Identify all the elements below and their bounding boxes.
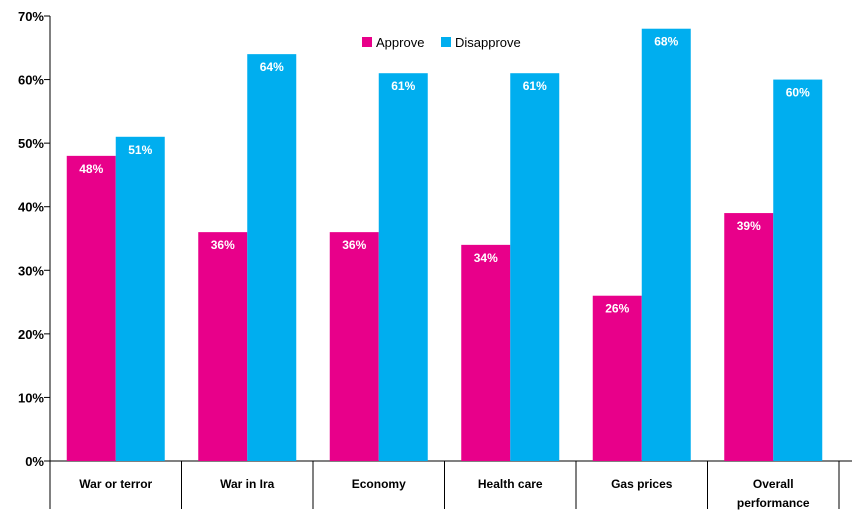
data-label: 61% [523,79,547,93]
legend-item-approve: Approve [362,35,424,50]
data-label: 48% [79,162,103,176]
y-tick-label: 30% [18,263,44,278]
y-tick-label: 40% [18,200,44,215]
bar-disapprove [510,73,560,461]
y-tick-label: 10% [18,390,44,405]
bar-disapprove [773,79,823,462]
data-label: 36% [342,238,366,252]
data-label: 64% [260,60,284,74]
y-tick-label: 50% [18,136,44,151]
x-tick-label: Health care [478,477,543,491]
data-label: 61% [391,79,415,93]
x-tick-label: War or terror [79,477,152,491]
bar-approve [724,213,774,461]
bars [66,28,823,462]
y-tick-label: 0% [25,454,44,469]
bar-approve [461,244,511,461]
legend: Approve Disapprove [362,35,521,50]
bar-disapprove [115,136,165,462]
y-tick-label: 20% [18,327,44,342]
legend-item-disapprove: Disapprove [441,35,521,50]
x-tick-label: Economy [352,477,406,491]
data-label: 34% [474,251,498,265]
data-label: 68% [654,35,678,49]
x-tick-label: War in Ira [220,477,275,491]
bar-disapprove [641,28,691,461]
data-label: 51% [128,143,152,157]
y-tick-label: 70% [18,9,44,24]
data-labels: 48% 51% 36% 64% 36% 61% 34% 61% 26% 68% 39% 60% [79,35,810,316]
bar-approve [592,295,642,461]
y-tick-label: 60% [18,73,44,88]
bar-approve [198,232,248,461]
legend-label: Approve [376,35,424,50]
legend-swatch [362,37,372,47]
data-label: 36% [211,238,235,252]
legend-label: Disapprove [455,35,521,50]
data-label: 39% [737,219,761,233]
bar-disapprove [378,73,428,461]
x-tick-label: Gas prices [611,477,673,491]
data-label: 26% [605,302,629,316]
legend-swatch [441,37,451,47]
data-label: 60% [786,86,810,100]
bar-disapprove [247,54,297,462]
bar-approve [66,155,116,461]
x-tick-label: Overall performance [737,477,810,510]
bar-approve [329,232,379,461]
axes: 0% 10% 20% 30% 40% 50% 60% 70% War or terror War … [18,9,852,510]
